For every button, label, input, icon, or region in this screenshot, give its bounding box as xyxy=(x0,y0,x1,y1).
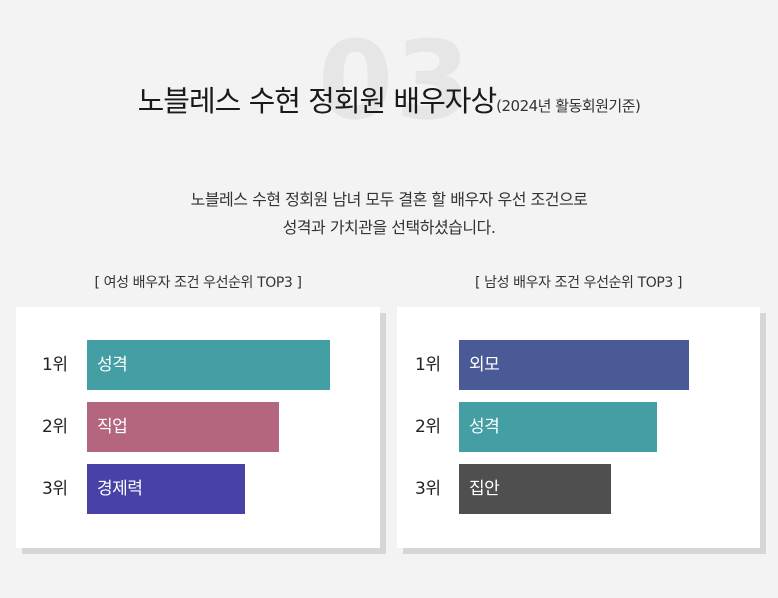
priority-bar: 외모 xyxy=(459,340,689,390)
page-title-main: 노블레스 수현 정회원 배우자상 xyxy=(137,84,497,118)
rank-row: 1위 외모 xyxy=(397,340,760,390)
male-priority-panel: 1위 외모 2위 성격 3위 집안 xyxy=(397,307,760,548)
female-panel-heading: [ 여성 배우자 조건 우선순위 TOP3 ] xyxy=(94,275,302,291)
description-line-2: 성격과 가치관을 선택하셨습니다. xyxy=(282,218,496,237)
rank-label: 3위 xyxy=(415,479,441,499)
page-title: 노블레스 수현 정회원 배우자상(2024년 활동회원기준) xyxy=(0,78,778,120)
rank-label: 2위 xyxy=(42,417,68,437)
male-panel-heading: [ 남성 배우자 조건 우선순위 TOP3 ] xyxy=(474,275,683,291)
rank-row: 2위 성격 xyxy=(397,402,760,452)
description: 노블레스 수현 정회원 남녀 모두 결혼 할 배우자 우선 조건으로 성격과 가… xyxy=(0,186,778,242)
section-number-watermark: 03 xyxy=(318,19,473,144)
rank-row: 3위 경제력 xyxy=(16,464,380,514)
female-priority-panel: 1위 성격 2위 직업 3위 경제력 xyxy=(16,307,380,548)
rank-label: 3위 xyxy=(42,479,68,499)
bar-label: 외모 xyxy=(469,355,500,375)
priority-bar: 집안 xyxy=(459,464,611,514)
priority-bar: 성격 xyxy=(87,340,330,390)
rank-row: 1위 성격 xyxy=(16,340,380,390)
bar-label: 경제력 xyxy=(97,479,143,499)
description-line-1: 노블레스 수현 정회원 남녀 모두 결혼 할 배우자 우선 조건으로 xyxy=(190,190,588,209)
rank-label: 1위 xyxy=(415,355,441,375)
bar-label: 성격 xyxy=(469,417,500,437)
rank-label: 2위 xyxy=(415,417,441,437)
bar-label: 직업 xyxy=(97,417,128,437)
rank-row: 3위 집안 xyxy=(397,464,760,514)
priority-bar: 성격 xyxy=(459,402,657,452)
rank-row: 2위 직업 xyxy=(16,402,380,452)
bar-label: 집안 xyxy=(469,479,500,499)
bar-label: 성격 xyxy=(97,355,128,375)
priority-bar: 경제력 xyxy=(87,464,245,514)
rank-label: 1위 xyxy=(42,355,68,375)
page-title-sub: (2024년 활동회원기준) xyxy=(496,97,641,115)
priority-bar: 직업 xyxy=(87,402,279,452)
